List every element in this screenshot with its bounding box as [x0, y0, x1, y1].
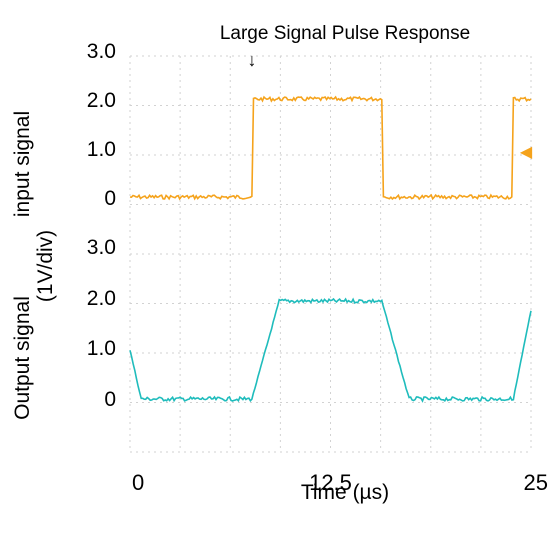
y-tick-label-output: 2.0: [87, 287, 116, 310]
y-tick-label-input: 1.0: [87, 138, 116, 161]
y-tick-label-input: 2.0: [87, 89, 116, 112]
level-marker: ◀: [520, 144, 533, 161]
x-tick-label: 0: [132, 470, 144, 495]
y-tick-label-input: 0: [104, 187, 116, 210]
y-axis-label-output: Output signal: [11, 296, 34, 420]
y-axis-label-input: input signal: [11, 111, 34, 217]
x-axis-label: Time (µs): [301, 481, 389, 504]
y-axis-label-unit: (1V/div): [34, 230, 57, 302]
x-tick-label: 25: [524, 470, 548, 495]
grid: [130, 56, 531, 452]
tick-labels: 3.02.01.003.02.01.000 12.5 25: [87, 40, 548, 495]
chart-title: Large Signal Pulse Response: [220, 23, 470, 44]
y-tick-label-output: 1.0: [87, 337, 116, 360]
trigger-arrow-marker: ↓: [248, 50, 257, 70]
y-tick-label-output: 0: [104, 388, 116, 411]
y-tick-label-output: 3.0: [87, 236, 116, 259]
y-tick-label-input: 3.0: [87, 40, 116, 63]
